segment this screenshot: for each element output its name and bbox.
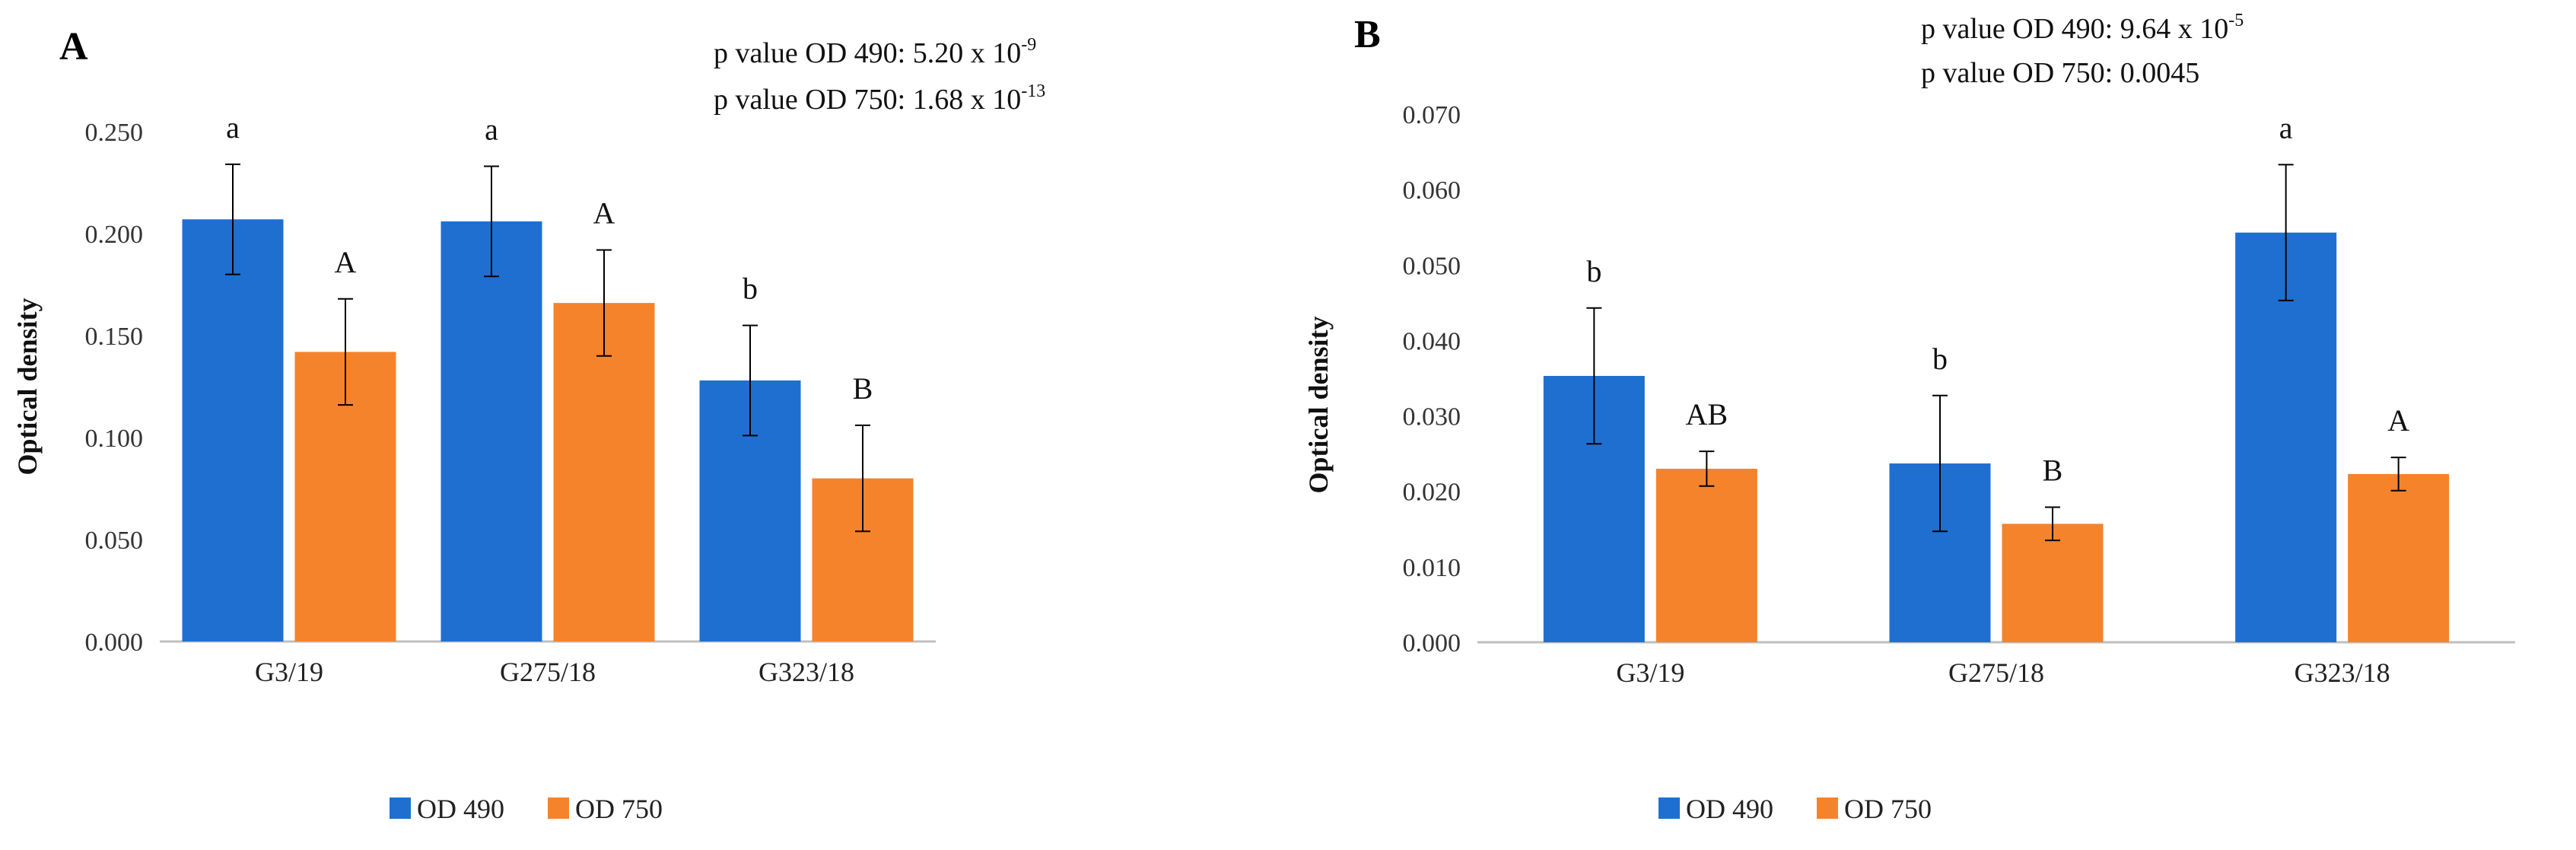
y-axis-title: Optical density [12,298,43,475]
chart-panel-b: B p value OD 490: 9.64 x 10-5 p value OD… [1303,11,2515,824]
legend-label-od750: OD 750 [575,794,663,824]
x-tick-label: G3/19 [1616,657,1684,688]
y-tick-label: 0.100 [85,425,144,453]
chart-panel-a: A p value OD 490: 5.20 x 10-9 p value OD… [12,25,1045,824]
bar-od490-g275-18 [440,221,542,641]
significance-letter: b [743,272,758,306]
y-tick-label: 0.070 [1403,101,1461,129]
significance-letter: A [593,196,615,230]
y-tick-label: 0.020 [1403,479,1461,507]
y-tick-label: 0.050 [1403,252,1461,280]
significance-letter: a [226,110,240,145]
legend-label-od490: OD 490 [417,794,504,824]
y-tick-label: 0.040 [1403,327,1461,355]
significance-letter: A [2387,403,2409,438]
significance-letter: AB [1686,397,1728,431]
y-tick-label: 0.030 [1403,403,1461,431]
bar-od750-g275-18 [553,303,655,641]
legend-label-od750: OD 750 [1844,794,1932,824]
significance-letter: A [335,245,357,279]
bar-od750-g275-18 [2002,524,2104,642]
y-tick-label: 0.010 [1403,554,1461,582]
p-value-od490: p value OD 490: 9.64 x 10-5 [1921,11,2244,45]
panel-label: A [59,25,88,68]
legend-label-od490: OD 490 [1686,794,1773,824]
legend-swatch-od750 [548,797,569,819]
x-tick-label: G275/18 [500,657,596,687]
bar-od490-g3-19 [182,219,284,641]
y-tick-label: 0.000 [1403,629,1461,657]
significance-letter: b [1932,342,1948,376]
y-tick-label: 0.200 [85,221,144,249]
legend-swatch-od490 [1658,797,1680,819]
significance-letter: a [2279,110,2293,145]
x-tick-label: G275/18 [1948,657,2044,688]
plot-area: 0.000 0.050 0.100 0.150 0.200 0.250 G3/19 a A G27… [85,110,936,687]
significance-letter: a [485,113,498,147]
bar-od750-g3-19 [1655,468,1757,642]
y-tick-label: 0.150 [85,323,144,351]
y-axis-title: Optical density [1303,316,1334,493]
y-tick-label: 0.000 [85,629,144,657]
y-tick-label: 0.250 [85,119,144,147]
legend-swatch-od750 [1817,797,1838,819]
p-value-od750: p value OD 750: 0.0045 [1921,57,2199,89]
legend: OD 490 OD 750 [1658,794,1932,824]
x-tick-label: G323/18 [2295,657,2390,688]
plot-area: 0.000 0.010 0.020 0.030 0.040 0.050 0.060 0.070… [1403,101,2515,688]
y-tick-label: 0.050 [85,527,144,555]
legend-swatch-od490 [390,797,411,819]
x-tick-label: G3/19 [255,657,323,687]
y-tick-label: 0.060 [1403,177,1461,205]
p-value-od750: p value OD 750: 1.68 x 10-13 [714,81,1045,116]
legend: OD 490 OD 750 [390,794,663,824]
panel-label: B [1354,13,1381,56]
x-tick-label: G323/18 [758,657,854,687]
significance-letter: B [2043,454,2063,488]
significance-letter: B [853,371,873,406]
bar-od750-g323-18 [2348,473,2450,642]
significance-letter: b [1586,254,1601,288]
p-value-od490: p value OD 490: 5.20 x 10-9 [714,35,1036,69]
